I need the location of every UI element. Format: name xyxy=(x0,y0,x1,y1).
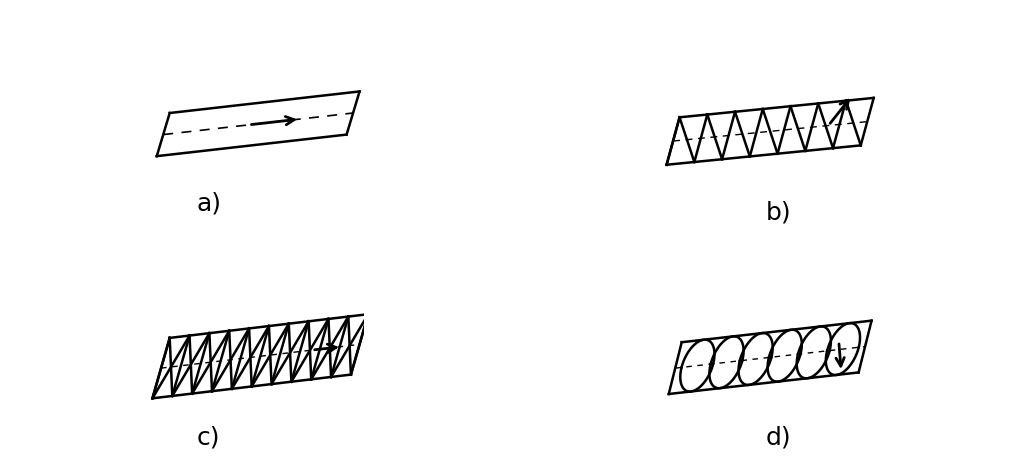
Text: d): d) xyxy=(766,425,792,449)
Text: b): b) xyxy=(766,200,792,224)
Text: c): c) xyxy=(197,425,220,449)
Text: a): a) xyxy=(196,191,221,216)
